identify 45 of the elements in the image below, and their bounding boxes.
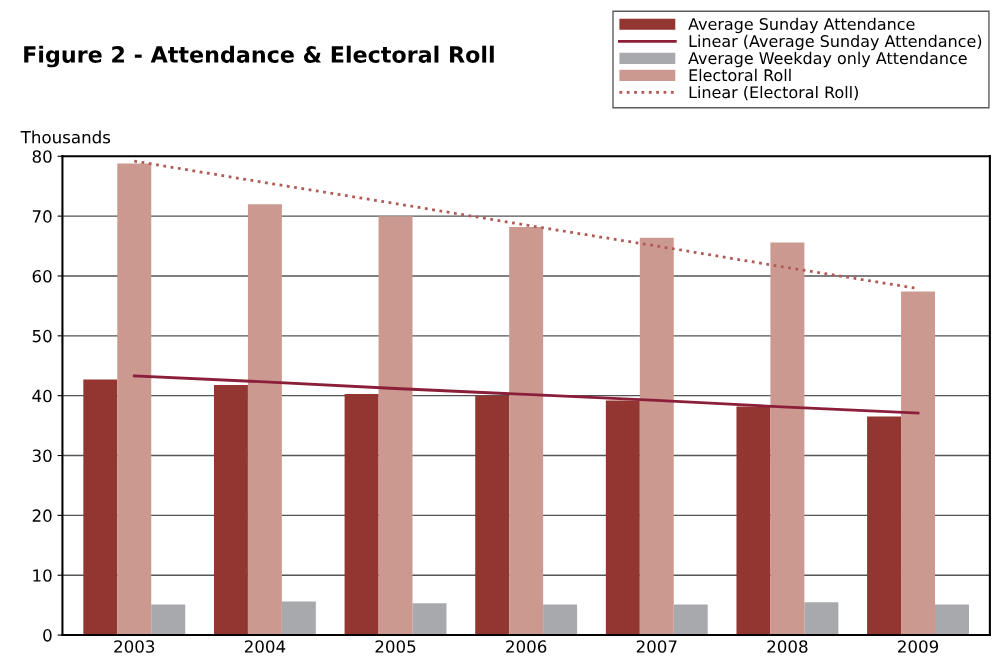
y-tick-label: 20 <box>32 509 52 522</box>
bar <box>736 406 771 636</box>
bar <box>770 242 805 636</box>
x-tick-label: 2004 <box>244 640 286 653</box>
y-tick-label: 30 <box>32 449 52 463</box>
y-tick-label: 0 <box>43 629 52 642</box>
x-tick-label: 2007 <box>636 640 677 653</box>
bar <box>804 602 839 636</box>
bar <box>935 604 969 636</box>
legend-label: Average Sunday Attendance <box>688 17 915 34</box>
y-tick-label: 60 <box>32 269 52 283</box>
legend-label: Linear (Average Sunday Attendance) <box>689 34 982 51</box>
legend-label: Electoral Roll <box>689 68 791 82</box>
bar <box>344 393 379 636</box>
bar <box>378 216 413 636</box>
bar <box>901 291 936 636</box>
y-tick-label: 40 <box>32 389 52 403</box>
x-tick-label: 2003 <box>114 640 155 653</box>
x-tick-label: 2005 <box>375 640 416 653</box>
chart-title: Figure 2 - Attendance & Electoral Roll <box>24 45 494 68</box>
bar <box>475 395 510 636</box>
bar <box>213 384 248 636</box>
bar <box>543 604 578 636</box>
y-tick-label: 80 <box>32 150 52 163</box>
line-series <box>132 374 920 415</box>
y-tick-label: 50 <box>32 329 52 343</box>
y-tick-label: 10 <box>33 569 52 582</box>
bar <box>639 237 674 636</box>
legend-label: Linear (Electoral Roll) <box>689 85 858 101</box>
bar <box>83 379 118 636</box>
bar <box>867 416 902 636</box>
legend-label: Average Weekday only Attendance <box>688 51 967 68</box>
x-tick-label: 2008 <box>767 640 808 653</box>
bar <box>509 226 544 636</box>
y-axis-title: Thousands <box>20 130 111 144</box>
x-tick-label: 2009 <box>898 640 939 653</box>
y-tick-label: 70 <box>32 210 52 223</box>
bar <box>151 604 186 636</box>
x-tick-label: 2006 <box>506 640 547 653</box>
bar <box>117 163 152 636</box>
bar <box>673 604 708 636</box>
bar <box>281 601 316 636</box>
bar <box>412 603 447 636</box>
bar <box>605 400 640 636</box>
bar <box>247 204 282 636</box>
